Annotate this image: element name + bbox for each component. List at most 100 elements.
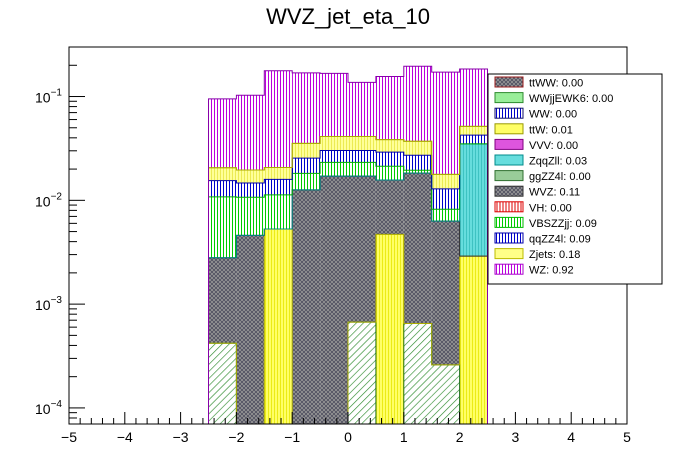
legend-label-wvz: WVZ: 0.11 (529, 187, 580, 199)
bar-wz-bin-3 (292, 72, 321, 144)
bar-ggzz4l-bin-2 (264, 228, 293, 424)
legend-swatch-vvv (494, 138, 524, 150)
x-tick-label: −2 (228, 429, 244, 445)
bar-wvz-bin-6 (375, 179, 404, 235)
bar-wvz-bin-0 (208, 257, 237, 344)
bar-qqzz4l-bin-7 (403, 155, 432, 171)
bar-wz-bin-0 (208, 98, 237, 168)
x-tick-label: −3 (173, 429, 189, 445)
bar-qqzz4l-bin-8 (431, 188, 460, 210)
bar-vbszzjj-bin-0 (208, 196, 237, 258)
bar-wvz-bin-7 (403, 173, 432, 324)
bar-wz-bin-9 (459, 69, 488, 127)
legend-label-vh: VH: 0.00 (529, 202, 572, 214)
legend-label-qqzz4l: qqZZ4l: 0.09 (529, 234, 591, 246)
bar-zqqzll-bin-0 (208, 343, 237, 424)
bar-wz-bin-1 (236, 95, 265, 170)
outline-vbszzjj (208, 143, 488, 424)
bar-zjets-bin-9 (459, 126, 488, 136)
bar-zjets-bin-2 (264, 167, 293, 180)
x-axis: −5 −4 −3 −2 −1 0 1 2 3 4 5 (61, 412, 631, 445)
bar-wz-bin-5 (348, 82, 376, 137)
bar-qqzz4l-bin-2 (264, 179, 293, 195)
bar-qqzz4l-bin-0 (208, 180, 237, 197)
y-tick-label: 10−4 (35, 399, 62, 417)
outline-qqzz4l (208, 134, 488, 424)
legend-swatch-ww (494, 107, 524, 119)
outline-wz (208, 65, 488, 424)
legend-label-zjets: Zjets: 0.18 (529, 249, 580, 261)
bar-vbszzjj-bin-3 (292, 173, 321, 190)
bar-wz-bin-6 (375, 76, 404, 140)
outline-vh (208, 143, 488, 424)
legend-label-vvv: VVV: 0.00 (529, 140, 578, 152)
bar-qqzz4l-bin-3 (292, 158, 321, 174)
legend-swatch-ttww (494, 76, 524, 88)
histogram-outlines (208, 65, 488, 425)
x-tick-label: 0 (344, 429, 352, 445)
legend-swatch-wz (494, 263, 524, 275)
x-tick-label: 5 (623, 429, 631, 445)
legend-swatch-vbszzjj (494, 216, 524, 228)
legend-label-wz: WZ: 0.92 (529, 265, 574, 277)
x-tick-label: 3 (512, 429, 520, 445)
bar-zjets-bin-0 (208, 167, 237, 181)
bar-zjets-bin-3 (292, 143, 321, 159)
legend-swatch-wvz (494, 185, 524, 197)
bar-zjets-bin-1 (236, 169, 265, 183)
bar-wz-bin-2 (264, 70, 293, 168)
bar-wvz-bin-1 (236, 235, 265, 424)
bar-zqqzll-bin-8 (431, 364, 460, 424)
x-tick-label: 4 (567, 429, 575, 445)
bar-vh-bin-9 (459, 143, 488, 257)
bar-wz-bin-7 (403, 66, 432, 142)
y-tick-label: 10−1 (35, 88, 62, 106)
bar-qqzz4l-bin-4 (320, 150, 348, 163)
bar-vbszzjj-bin-7 (403, 170, 432, 174)
bar-wvz-bin-3 (292, 189, 321, 424)
bar-zjets-bin-5 (348, 136, 376, 151)
bar-wz-bin-4 (320, 73, 348, 137)
y-tick-label: 10−2 (35, 191, 62, 209)
bar-vbszzjj-bin-5 (348, 162, 376, 177)
bar-zqqzll-bin-5 (348, 322, 376, 424)
bar-vbszzjj-bin-6 (375, 166, 404, 180)
y-axis: 10−4 10−3 10−2 10−1 (35, 64, 85, 425)
bar-qqzz4l-bin-6 (375, 152, 404, 167)
y-tick-label: 10−3 (35, 295, 62, 313)
legend-label-zqqzll: ZqqZll: 0.03 (529, 156, 587, 168)
legend-label-vbszzjj: VBSZZjj: 0.09 (529, 218, 597, 230)
legend-swatch-ttw (494, 123, 524, 135)
x-tick-label: 1 (400, 429, 408, 445)
bar-zjets-bin-4 (320, 136, 348, 151)
bar-wvz-bin-4 (320, 176, 348, 424)
bar-zqqzll-bin-7 (403, 323, 432, 424)
x-tick-label: 2 (456, 429, 464, 445)
bar-qqzz4l-bin-9 (459, 135, 488, 144)
bar-ggzz4l-bin-6 (375, 234, 404, 424)
bar-ggzz4l-bin-9 (459, 256, 488, 424)
legend-label-ttww: ttWW: 0.00 (529, 78, 583, 90)
x-tick-label: −4 (117, 429, 133, 445)
bar-zjets-bin-6 (375, 139, 404, 153)
bar-qqzz4l-bin-5 (348, 150, 376, 163)
bar-zjets-bin-8 (431, 174, 460, 189)
legend-label-ww: WW: 0.00 (529, 109, 577, 121)
bar-vbszzjj-bin-1 (236, 197, 265, 236)
legend: ttWW: 0.00 WWjjEWK6: 0.00 WW: 0.00 ttW: 0.0… (487, 73, 663, 285)
histogram-bars (208, 66, 488, 424)
legend-label-ggzz4l: ggZZ4l: 0.00 (529, 171, 591, 183)
bar-wvz-bin-5 (348, 176, 376, 323)
bar-zjets-bin-7 (403, 141, 432, 156)
bar-vbszzjj-bin-4 (320, 162, 348, 177)
bar-vbszzjj-bin-2 (264, 194, 293, 229)
bar-vbszzjj-bin-8 (431, 209, 460, 222)
legend-swatch-ggzz4l (494, 170, 524, 182)
chart-title: WVZ_jet_eta_10 (266, 4, 430, 29)
legend-swatch-zqqzll (494, 154, 524, 166)
legend-swatch-zjets (494, 248, 524, 260)
legend-label-ttw: ttW: 0.01 (529, 124, 573, 136)
bar-wvz-bin-8 (431, 221, 460, 365)
bar-qqzz4l-bin-1 (236, 182, 265, 198)
